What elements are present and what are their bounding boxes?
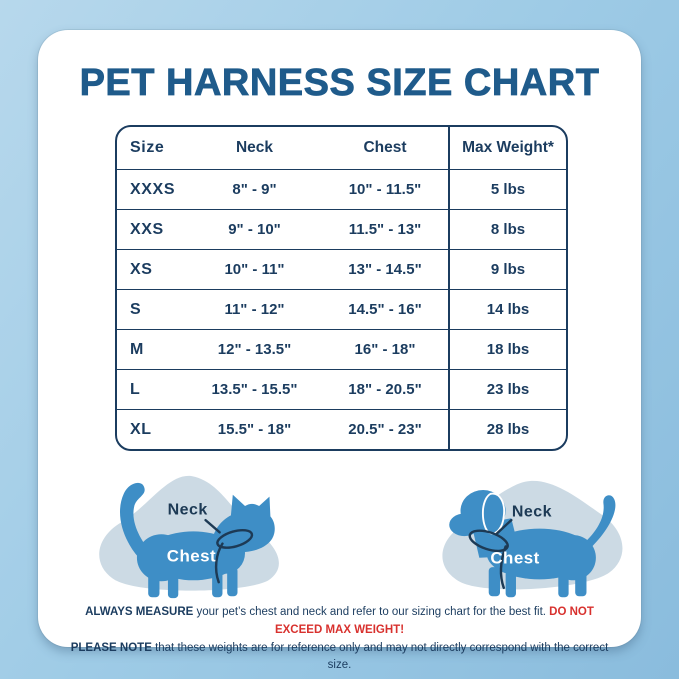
table-row: XXS 9" - 10" 11.5" - 13" 8 lbs xyxy=(117,209,566,249)
dog-neck-label: Neck xyxy=(512,503,552,520)
cell-max-weight: 8 lbs xyxy=(448,210,566,249)
cell-size: XXS xyxy=(130,220,164,238)
cell-max-weight: 28 lbs xyxy=(448,410,566,449)
cell-size: S xyxy=(130,300,142,318)
header-size: Size xyxy=(130,139,165,156)
table-row: XS 10" - 11" 13" - 14.5" 9 lbs xyxy=(117,249,566,289)
cat-harness-lines xyxy=(204,518,254,584)
dog-ear xyxy=(481,492,506,535)
dog-diagram: Neck Chest xyxy=(442,480,623,598)
dog-chest-label: Chest xyxy=(490,548,539,567)
footer-note: ALWAYS MEASURE your pet’s chest and neck… xyxy=(64,604,615,675)
table-row: M 12" - 13.5" 16" - 18" 18 lbs xyxy=(117,329,566,369)
cell-chest: 16" - 18" xyxy=(354,341,416,358)
cell-neck: 8" - 9" xyxy=(232,181,277,198)
cell-chest: 14.5" - 16" xyxy=(348,301,422,318)
table-row: XL 15.5" - 18" 20.5" - 23" 28 lbs xyxy=(117,409,566,449)
cell-size: L xyxy=(130,380,141,398)
table-row: S 11" - 12" 14.5" - 16" 14 lbs xyxy=(117,289,566,329)
cell-neck: 9" - 10" xyxy=(228,221,281,238)
table-header-row: Size Neck Chest Max Weight* xyxy=(117,127,566,169)
cell-size: XXXS xyxy=(130,180,176,198)
always-measure-label: ALWAYS MEASURE xyxy=(85,606,194,618)
cell-max-weight: 5 lbs xyxy=(448,170,566,209)
cell-neck: 13.5" - 15.5" xyxy=(211,381,298,398)
cell-max-weight: 23 lbs xyxy=(448,370,566,409)
cell-neck: 12" - 13.5" xyxy=(217,341,292,358)
cell-size: XL xyxy=(130,420,152,438)
footer-line-2: PLEASE NOTE that these weights are for r… xyxy=(64,640,615,676)
header-neck: Neck xyxy=(235,139,274,156)
cell-neck: 10" - 11" xyxy=(224,261,285,278)
cell-size: M xyxy=(130,340,144,358)
cell-chest: 10" - 11.5" xyxy=(348,181,422,198)
cat-chest-label: Chest xyxy=(167,546,216,565)
cell-max-weight: 9 lbs xyxy=(448,250,566,289)
please-note-label: PLEASE NOTE xyxy=(70,641,152,654)
max-weight-warning: DO NOT EXCEED MAX WEIGHT! xyxy=(274,606,594,636)
header-chest: Chest xyxy=(363,139,407,156)
cell-max-weight: 18 lbs xyxy=(448,330,566,369)
cell-neck: 15.5" - 18" xyxy=(217,421,292,438)
table-row: XXXS 8" - 9" 10" - 11.5" 5 lbs xyxy=(117,169,566,209)
cell-chest: 13" - 14.5" xyxy=(348,261,422,278)
page-title: PET HARNESS SIZE CHART xyxy=(79,62,600,105)
cell-size: XS xyxy=(130,260,153,278)
table-row: L 13.5" - 15.5" 18" - 20.5" 23 lbs xyxy=(117,369,566,409)
measurement-diagrams: Neck Chest Neck xyxy=(38,460,641,602)
cell-chest: 18" - 20.5" xyxy=(348,381,422,398)
cell-neck: 11" - 12" xyxy=(224,301,285,318)
cat-neck-label: Neck xyxy=(168,501,208,518)
size-chart-table: Size Neck Chest Max Weight* XXXS 8" - 9"… xyxy=(115,125,568,451)
footer-line-1: ALWAYS MEASURE your pet’s chest and neck… xyxy=(64,604,615,640)
cat-diagram: Neck Chest xyxy=(99,475,279,599)
dog-harness-lines xyxy=(468,518,513,590)
measure-text: your pet’s chest and neck and refer to o… xyxy=(193,606,550,618)
note-text: that these weights are for reference onl… xyxy=(151,641,609,672)
cell-max-weight: 14 lbs xyxy=(448,290,566,329)
header-max-weight: Max Weight* xyxy=(448,127,566,169)
cell-chest: 20.5" - 23" xyxy=(348,421,422,438)
infographic-card: PET HARNESS SIZE CHART Size Neck Chest M… xyxy=(38,30,641,671)
cell-chest: 11.5" - 13" xyxy=(348,221,422,238)
